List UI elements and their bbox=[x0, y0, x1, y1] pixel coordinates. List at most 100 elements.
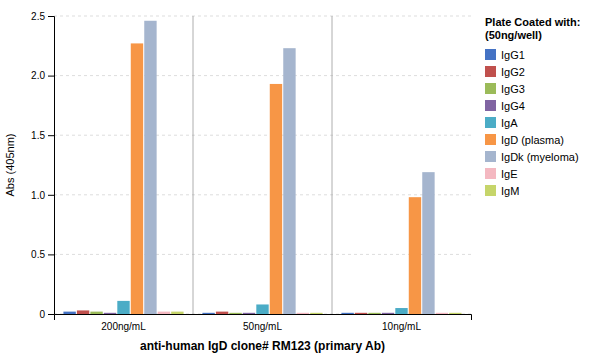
y-tick-label: 1.0 bbox=[31, 190, 45, 201]
x-tick: 50ng/mL bbox=[243, 321, 282, 332]
plot-area: 0 0.5 1.0 1.5 2.0 2.5 200ng/mL 50ng/mL 10ng/mL bbox=[31, 11, 471, 332]
legend-swatch bbox=[485, 100, 496, 111]
bar bbox=[256, 304, 268, 314]
bar bbox=[283, 48, 295, 314]
bars bbox=[63, 21, 461, 314]
legend-item: IgG4 bbox=[485, 100, 525, 112]
grid-line bbox=[54, 194, 471, 195]
bar bbox=[63, 312, 75, 314]
y-tick-mark bbox=[48, 314, 54, 315]
y-tick-label: 0 bbox=[39, 309, 45, 320]
bar bbox=[436, 313, 448, 314]
y-tick-label: 2.5 bbox=[31, 11, 45, 22]
legend-item: IgE bbox=[485, 168, 518, 180]
bar bbox=[422, 172, 434, 314]
legend: Plate Coated with:(50ng/well) IgG1 IgG2 IgG… bbox=[485, 16, 580, 197]
legend-label: IgDk (myeloma) bbox=[501, 151, 579, 163]
legend-swatch bbox=[485, 185, 496, 196]
bar bbox=[77, 310, 89, 314]
y-tick: 0 bbox=[39, 309, 54, 320]
bar bbox=[117, 301, 129, 314]
grid bbox=[54, 16, 471, 314]
bar bbox=[395, 308, 407, 314]
legend-swatch bbox=[485, 151, 496, 162]
y-axis-line bbox=[48, 17, 55, 315]
grid-line bbox=[54, 16, 471, 17]
y-axis-title: Abs (405nm) bbox=[4, 134, 16, 197]
bar bbox=[131, 43, 143, 314]
y-tick-mark bbox=[48, 195, 54, 196]
legend-item: IgM bbox=[485, 185, 519, 197]
legend-label: IgG4 bbox=[501, 100, 525, 112]
y-axis: 0 0.5 1.0 1.5 2.0 2.5 bbox=[31, 11, 54, 320]
bar bbox=[297, 313, 309, 314]
legend-item: IgDk (myeloma) bbox=[485, 151, 579, 163]
x-tick-label: 10ng/mL bbox=[382, 321, 421, 332]
y-tick: 1.0 bbox=[31, 190, 54, 201]
bar bbox=[216, 312, 228, 314]
y-tick-mark bbox=[48, 135, 54, 136]
x-tick: 200ng/mL bbox=[101, 321, 146, 332]
y-tick-mark bbox=[48, 16, 54, 17]
chart: 0 0.5 1.0 1.5 2.0 2.5 200ng/mL 50ng/mL 10ng/mL an… bbox=[0, 0, 599, 360]
y-tick: 2.5 bbox=[31, 11, 54, 22]
legend-label: IgE bbox=[501, 168, 518, 180]
legend-label: IgG1 bbox=[501, 49, 525, 61]
legend-label: IgD (plasma) bbox=[501, 134, 564, 146]
y-tick-mark bbox=[48, 76, 54, 77]
legend-label: IgA bbox=[501, 117, 518, 129]
legend-title-line: (50ng/well) bbox=[485, 29, 542, 41]
grid-line bbox=[54, 254, 471, 255]
legend-item: IgA bbox=[485, 117, 518, 129]
legend-swatch bbox=[485, 168, 496, 179]
legend-item: IgG3 bbox=[485, 83, 525, 95]
bar bbox=[171, 312, 183, 314]
bar bbox=[144, 21, 156, 314]
bar bbox=[449, 313, 461, 314]
y-tick-label: 0.5 bbox=[31, 249, 45, 260]
bar bbox=[202, 313, 214, 314]
x-axis-line bbox=[55, 315, 472, 321]
grid-line bbox=[54, 75, 471, 76]
legend-swatch bbox=[485, 66, 496, 77]
legend-swatch bbox=[485, 117, 496, 128]
bar bbox=[90, 312, 102, 314]
x-tick-label: 200ng/mL bbox=[101, 321, 146, 332]
bar bbox=[409, 197, 421, 314]
y-tick-label: 2.0 bbox=[31, 70, 45, 81]
legend-swatch bbox=[485, 83, 496, 94]
y-tick: 0.5 bbox=[31, 249, 54, 260]
legend-label: IgM bbox=[501, 185, 519, 197]
bar bbox=[355, 313, 367, 314]
group-separators bbox=[193, 16, 332, 314]
legend-label: IgG3 bbox=[501, 83, 525, 95]
bar bbox=[310, 313, 322, 314]
legend-item: IgG2 bbox=[485, 66, 525, 78]
bar bbox=[243, 313, 255, 314]
legend-title-line: Plate Coated with: bbox=[485, 16, 580, 28]
group-separator bbox=[193, 16, 194, 314]
y-tick: 2.0 bbox=[31, 70, 54, 81]
bar bbox=[341, 313, 353, 314]
legend-item: IgG1 bbox=[485, 49, 525, 61]
group-separator bbox=[332, 16, 333, 314]
bar bbox=[104, 313, 116, 314]
legend-swatch bbox=[485, 134, 496, 145]
grid-line bbox=[54, 135, 471, 136]
legend-label: IgG2 bbox=[501, 66, 525, 78]
bar bbox=[382, 313, 394, 314]
x-axis: 200ng/mL 50ng/mL 10ng/mL bbox=[55, 315, 472, 333]
legend-title: Plate Coated with:(50ng/well) bbox=[485, 16, 580, 41]
x-tick: 10ng/mL bbox=[382, 321, 421, 332]
bar bbox=[229, 313, 241, 314]
y-tick-mark bbox=[48, 254, 54, 255]
x-axis-title: anti-human IgD clone# RM123 (primary Ab) bbox=[140, 339, 385, 353]
legend-swatch bbox=[485, 49, 496, 60]
y-tick-label: 1.5 bbox=[31, 130, 45, 141]
x-tick-label: 50ng/mL bbox=[243, 321, 282, 332]
bar bbox=[158, 312, 170, 314]
bar bbox=[368, 313, 380, 314]
bar bbox=[270, 84, 282, 314]
legend-item: IgD (plasma) bbox=[485, 134, 564, 146]
y-tick: 1.5 bbox=[31, 130, 54, 141]
